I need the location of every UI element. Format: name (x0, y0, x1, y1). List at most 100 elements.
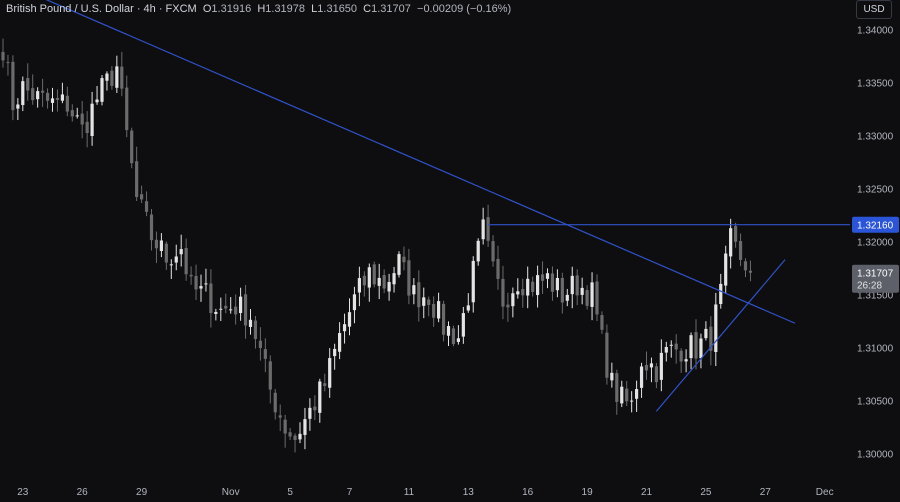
candle (41, 78, 45, 107)
candle (689, 332, 693, 370)
candle-body (357, 278, 361, 293)
candle (437, 292, 441, 323)
y-tick-label: 1.32000 (857, 238, 894, 249)
candle-body (120, 66, 124, 89)
candle-body (461, 313, 465, 337)
candle (342, 313, 347, 344)
candle-body (639, 366, 644, 388)
candle-body (273, 392, 277, 413)
candle-body (55, 98, 60, 100)
candle (50, 87, 55, 112)
candle-body (125, 87, 129, 131)
candle (149, 208, 154, 251)
candle-body (412, 285, 416, 295)
candle (154, 231, 159, 264)
candle (352, 286, 357, 324)
candle-body (298, 433, 302, 440)
x-tick-label: 21 (641, 487, 653, 498)
x-tick-label: 11 (404, 487, 415, 498)
open-value: 1.31916 (211, 3, 252, 15)
trendline-descending[interactable] (3, 0, 796, 324)
candle (407, 248, 411, 305)
candle (189, 266, 193, 285)
candle (174, 244, 178, 271)
candle (45, 88, 50, 109)
candle-body (704, 328, 708, 339)
candle (110, 66, 114, 90)
candle-body (308, 407, 312, 419)
candle (496, 245, 500, 290)
candle-body (644, 364, 649, 371)
candle (402, 246, 406, 271)
close-label: C (363, 3, 372, 15)
candle (120, 51, 124, 97)
candle (422, 287, 426, 319)
candle (95, 85, 99, 105)
candle (526, 266, 530, 309)
candle-body (719, 283, 723, 305)
candle (75, 107, 79, 119)
candle-body (738, 241, 743, 260)
candle-body (268, 361, 272, 390)
candle (130, 127, 134, 169)
candle-body (432, 303, 436, 318)
currency-button[interactable]: USD (856, 0, 892, 19)
x-tick-label: 27 (760, 487, 772, 498)
candle-body (625, 388, 629, 402)
candle-body (253, 320, 258, 340)
candle-body (565, 294, 569, 301)
open-label: O (202, 3, 212, 15)
candle-body (303, 419, 307, 435)
candle-body (333, 348, 337, 357)
candle (6, 54, 10, 76)
candle-body (243, 294, 248, 326)
candle-body (729, 228, 733, 257)
candle (328, 348, 332, 398)
candle-body (100, 78, 104, 102)
candle-body (1, 51, 5, 61)
candle (105, 71, 109, 91)
candle-body (204, 283, 208, 285)
bar-countdown-label: 26:28 (857, 281, 882, 292)
x-tick-label: 5 (287, 487, 293, 498)
candle-body (630, 400, 634, 402)
candle-body (342, 324, 347, 332)
candle-body (684, 359, 688, 362)
candle-body (451, 328, 456, 345)
candle (55, 89, 60, 112)
candle (11, 55, 15, 121)
change-value: −0.00209 (−0.16%) (417, 3, 512, 15)
candle-body (481, 219, 485, 240)
candle (412, 278, 416, 305)
candle-body (382, 275, 386, 289)
symbol-header: British Pound / U.S. Dollar · 4h · FXCM … (6, 3, 511, 15)
candle (362, 271, 366, 297)
candle-body (85, 121, 89, 134)
candle-body (724, 253, 728, 286)
candle-body (709, 326, 713, 351)
candle (298, 422, 302, 444)
candle (531, 276, 535, 297)
candle-body (110, 70, 114, 86)
candle (565, 288, 569, 307)
candle-body (318, 381, 322, 413)
candle (333, 343, 337, 370)
candle-body (239, 296, 243, 314)
candle-body (338, 333, 342, 352)
candle-body (699, 338, 703, 359)
high-label: H (257, 3, 266, 15)
candle (575, 269, 579, 306)
candle (664, 341, 668, 362)
candle-body (65, 95, 69, 112)
y-tick-label: 1.30000 (857, 450, 894, 461)
candle (501, 265, 505, 320)
candle-body (392, 273, 396, 285)
candle-body (105, 73, 109, 81)
candle (100, 74, 104, 106)
candle-body (229, 309, 233, 311)
trendline-ascending[interactable] (655, 259, 786, 412)
x-tick-label: 29 (136, 487, 148, 498)
candle (85, 111, 89, 148)
